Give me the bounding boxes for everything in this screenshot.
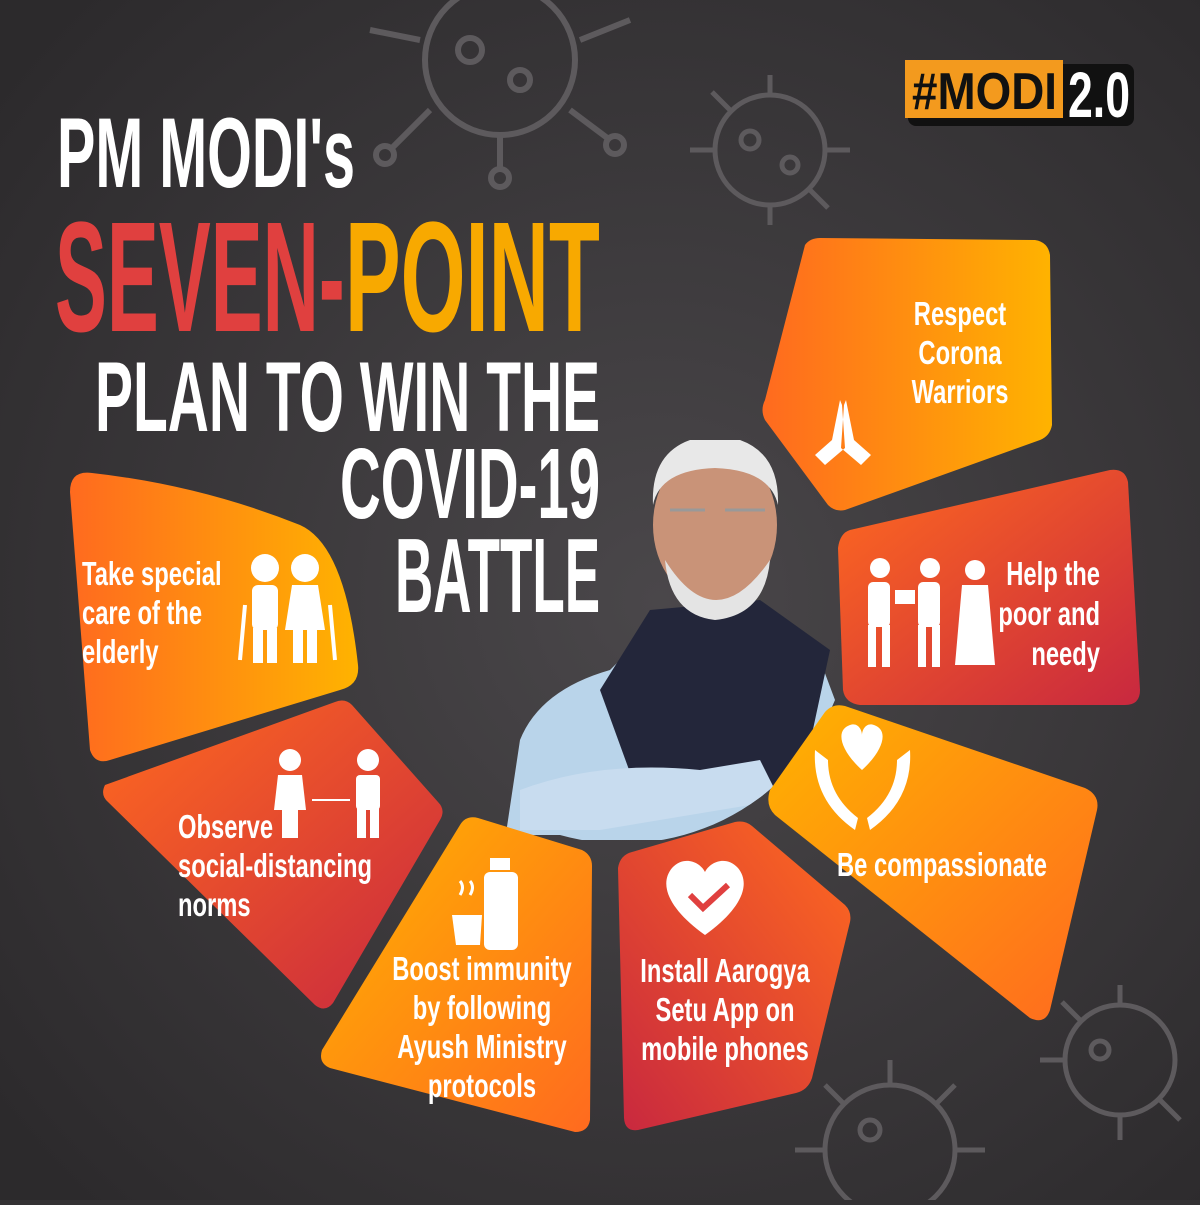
point-text-distancing: Observe social-distancing norms (178, 809, 372, 924)
point-line: Boost immunity (392, 951, 572, 988)
title-line-4: COVID-19 (340, 428, 601, 540)
point-text-elderly: Take special care of the elderly (82, 556, 222, 671)
point-line: Observe (178, 809, 273, 846)
point-card-be-compassionate (768, 705, 1098, 1021)
social-distancing-icon (274, 749, 380, 838)
point-line: norms (178, 887, 251, 924)
point-text-help-poor: Help the poor and needy (998, 556, 1100, 673)
point-line: Install Aarogya (640, 953, 810, 990)
virus-decoration-icon (369, 0, 632, 190)
point-line: Warriors (912, 374, 1009, 411)
point-card-elderly-care (70, 472, 359, 762)
virus-decoration-icon (690, 75, 850, 225)
heart-in-hands-icon (814, 724, 911, 830)
point-line: care of the (82, 595, 202, 632)
portrait-photo (505, 440, 835, 840)
point-line: Help the (1006, 556, 1100, 593)
point-line: poor and (998, 596, 1100, 633)
point-line: social-distancing (178, 848, 372, 885)
title-line-5: BATTLE (395, 517, 601, 635)
point-line: Be compassionate (837, 847, 1047, 884)
point-line: Take special (82, 556, 222, 593)
modi-2-0-badge: #MODI 2.0 (905, 59, 1134, 131)
virus-decoration-icon (1040, 985, 1182, 1140)
point-text-immunity: Boost immunity by following Ayush Minist… (392, 951, 572, 1105)
point-line: Setu App on (655, 992, 794, 1029)
point-text-compassionate: Be compassionate (837, 847, 1047, 884)
point-text-aarogya: Install Aarogya Setu App on mobile phone… (640, 953, 810, 1068)
title-point: POINT (345, 190, 600, 365)
point-card-boost-immunity (321, 817, 592, 1132)
point-text-respect: Respect Corona Warriors (912, 296, 1009, 411)
point-line: Respect (914, 296, 1007, 333)
tea-cup-bottle-icon (452, 858, 518, 950)
point-line: Ayush Ministry (397, 1029, 566, 1066)
point-line: elderly (82, 634, 159, 671)
helping-people-icon (868, 558, 995, 667)
elderly-couple-icon (238, 554, 337, 663)
title-line-3: PLAN TO WIN THE (95, 341, 601, 452)
virus-decoration-icon (795, 1060, 985, 1205)
title-line-1: PM MODI's (57, 97, 356, 208)
title-seven: SEVEN- (55, 190, 345, 365)
point-line: by following (413, 990, 552, 1027)
point-line: Corona (918, 335, 1002, 372)
point-line: needy (1031, 636, 1100, 673)
badge-version: 2.0 (1068, 59, 1130, 131)
namaste-hands-icon (815, 400, 871, 465)
badge-hashtag: #MODI (912, 63, 1057, 121)
heart-check-icon (666, 860, 744, 935)
point-card-help-the-poor (838, 469, 1140, 705)
point-line: protocols (428, 1068, 536, 1105)
point-line: mobile phones (641, 1031, 809, 1068)
